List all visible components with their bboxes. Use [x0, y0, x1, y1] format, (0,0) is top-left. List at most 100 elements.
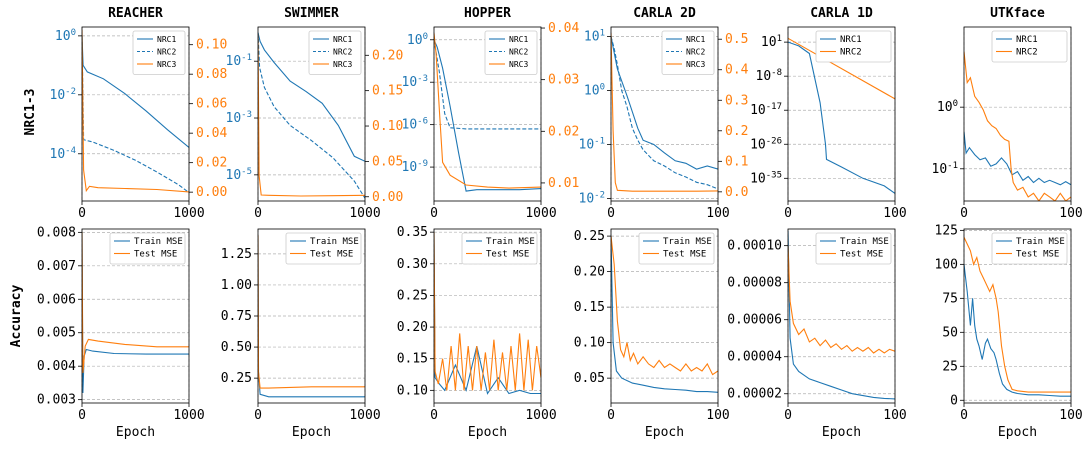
subplot-title: UTKface: [990, 6, 1045, 21]
legend-label: NRC1: [333, 35, 352, 44]
legend-label: Train MSE: [310, 237, 359, 247]
series-line-nrc2: [434, 39, 541, 130]
series-line-train-mse: [788, 230, 895, 400]
subplot-title: CARLA 2D: [633, 6, 696, 21]
y-tick-label: 0.50: [221, 340, 252, 355]
legend-label: Test MSE: [310, 250, 353, 260]
y2-tick-label: 0.08: [196, 67, 227, 82]
y2-tick-label: 0.0: [725, 185, 748, 200]
x-tick-label: 0: [960, 408, 968, 423]
y-tick-label: 1.25: [221, 247, 252, 262]
legend-label: Test MSE: [663, 250, 706, 260]
legend-label: Test MSE: [134, 250, 177, 260]
series-line-nrc1: [82, 35, 189, 148]
x-tick-label: 100: [706, 206, 729, 221]
legend-label: Train MSE: [840, 237, 889, 247]
legend: Train MSE Test MSE: [815, 232, 892, 265]
series-line-test-mse: [611, 236, 718, 376]
y-tick-label: 10-4: [50, 146, 77, 162]
y2-tick-label: 0.02: [548, 124, 579, 139]
x-axis-label: Epoch: [292, 425, 331, 440]
y-tick-label: 0.10: [397, 383, 428, 398]
y2-tick-label: 0.3: [725, 93, 748, 108]
series-line-nrc2: [82, 35, 189, 194]
row-label-accuracy: Accuracy: [9, 285, 24, 348]
y-tick-label: 0.05: [574, 371, 605, 386]
x-axis-label: Epoch: [468, 425, 507, 440]
legend: NRC1 NRC2: [991, 30, 1068, 63]
x-tick-label: 100: [706, 408, 729, 423]
y-tick-label: 10-6: [402, 117, 429, 133]
y-tick-label: 100: [935, 257, 958, 272]
y-tick-label: 10-35: [750, 170, 782, 186]
plot-frame: [81, 228, 190, 404]
x-tick-label: 0: [78, 206, 86, 221]
series-line-nrc3: [82, 29, 189, 193]
subplot-title: CARLA 1D: [810, 6, 873, 21]
y-tick-label: 100: [584, 83, 605, 99]
series-line-nrc2: [788, 37, 895, 100]
y-tick-label: 0.20: [397, 320, 428, 335]
subplot-1: 0 1000 10-1 10-3 10-5 0.00 0.05 0.10 0.15 0.20 SWI…: [226, 6, 404, 221]
legend-label: Train MSE: [486, 237, 535, 247]
y2-tick-label: 0.15: [372, 84, 403, 99]
series-line-nrc3: [434, 33, 541, 189]
legend-label: NRC1: [157, 35, 176, 44]
y2-tick-label: 0.04: [548, 21, 579, 36]
plot-frame: [433, 228, 542, 404]
legend-label: NRC3: [333, 60, 352, 69]
legend: NRC1 NRC2 NRC3: [661, 30, 715, 75]
series-line-nrc2: [964, 51, 1071, 201]
y2-tick-label: 0.03: [548, 73, 579, 88]
y2-tick-label: 0.01: [548, 176, 579, 191]
y-tick-label: 125: [935, 223, 958, 238]
y-tick-label: 0.25: [397, 288, 428, 303]
x-tick-label: 1000: [173, 206, 204, 221]
y-tick-label: 0.007: [37, 259, 76, 274]
subplot-title: SWIMMER: [284, 6, 339, 21]
x-axis-label: Epoch: [645, 425, 684, 440]
x-tick-label: 0: [254, 408, 262, 423]
legend-label: NRC1: [686, 35, 705, 44]
y-tick-label: 0.25: [574, 229, 605, 244]
y-tick-label: 10-3: [226, 110, 253, 126]
legend-label: Test MSE: [1016, 250, 1059, 260]
legend-label: NRC2: [840, 48, 862, 58]
y-tick-label: 0.30: [397, 257, 428, 272]
x-tick-label: 1000: [349, 206, 380, 221]
subplot-8: 0 1000 0.10 0.15 0.20 0.25 0.30 0.35 Epoch Train …: [397, 225, 557, 440]
plot-frame: [787, 228, 896, 404]
series-line-nrc3: [258, 34, 365, 197]
series-line-test-mse: [258, 235, 365, 389]
y2-tick-label: 0.00: [196, 185, 227, 200]
plot-frame: [610, 26, 719, 202]
legend: Train MSE Test MSE: [638, 232, 715, 265]
x-axis-label: Epoch: [116, 425, 155, 440]
y-tick-label: 0.00008: [727, 276, 782, 291]
plot-frame: [963, 228, 1072, 404]
legend-label: NRC1: [509, 35, 528, 44]
y-tick-label: 0.00004: [727, 350, 782, 365]
y2-tick-label: 0.1: [725, 154, 748, 169]
y2-tick-label: 0.06: [196, 97, 227, 112]
legend-label: Test MSE: [486, 250, 529, 260]
y-tick-label: 100: [937, 99, 958, 115]
y-tick-label: 10-5: [226, 167, 253, 183]
series-line-train-mse: [611, 236, 718, 393]
y2-tick-label: 0.10: [196, 38, 227, 53]
legend-label: NRC3: [509, 60, 528, 69]
y2-tick-label: 0.04: [196, 126, 227, 141]
legend-label: NRC2: [157, 48, 176, 57]
legend-label: NRC1: [1016, 35, 1038, 45]
plot-frame: [787, 26, 896, 202]
series-line-nrc1: [964, 131, 1071, 186]
x-tick-label: 0: [607, 408, 615, 423]
x-tick-label: 1000: [525, 408, 556, 423]
subplot-10: 0 100 0.00002 0.00004 0.00006 0.00008 0.00010 E…: [727, 228, 907, 440]
series-line-test-mse: [82, 232, 189, 373]
x-tick-label: 0: [784, 206, 792, 221]
subplot-0: 0 1000 100 10-2 10-4 0.00 0.02 0.04 0.06 0.08 0.10…: [50, 6, 228, 221]
y-tick-label: 0.004: [37, 359, 76, 374]
